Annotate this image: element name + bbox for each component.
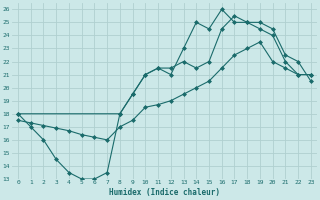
X-axis label: Humidex (Indice chaleur): Humidex (Indice chaleur) [109, 188, 220, 197]
